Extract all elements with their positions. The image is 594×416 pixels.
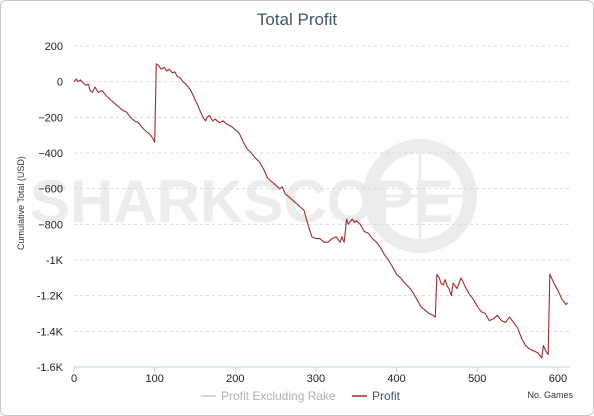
y-tick-label: −800 [38, 219, 63, 231]
y-tick-label: -1.4K [37, 326, 64, 338]
watermark-text: SHARKSCOPE [30, 168, 453, 235]
y-tick-label: 0 [57, 77, 63, 89]
series-line-profit [73, 63, 569, 359]
series-lines [73, 63, 569, 359]
x-tick-label: 400 [387, 373, 405, 385]
x-axis: 0 100 200 300 400 500 600 [71, 366, 570, 385]
legend: Profit Excluding Rake Profit [201, 389, 401, 403]
y-tick-label: −600 [38, 184, 63, 196]
x-tick-label: 500 [468, 373, 486, 385]
legend-label-profit: Profit [372, 389, 401, 403]
watermark: SHARKSCOPE [30, 139, 477, 253]
y-tick-label: -1.6K [37, 362, 64, 374]
x-axis-label: No. Games [527, 390, 573, 400]
y-tick-label: -1.2K [37, 291, 64, 303]
chart-title: Total Profit [257, 10, 338, 29]
legend-label-profit-excluding-rake: Profit Excluding Rake [221, 389, 336, 403]
y-tick-label: −200 [38, 112, 63, 124]
y-axis-label: Cumulative Total (USD) [16, 156, 26, 250]
legend-item-profit-excluding-rake[interactable]: Profit Excluding Rake [201, 389, 336, 403]
crosshair-icon [363, 139, 477, 253]
y-tick-label: −400 [38, 148, 63, 160]
y-tick-label: -1K [46, 255, 64, 267]
y-tick-label: 200 [45, 41, 63, 53]
y-axis: 200 0 −200 −400 −600 −800 -1K -1.2K -1.4K -1.6K [37, 41, 64, 374]
x-tick-label: 200 [226, 373, 244, 385]
legend-item-profit[interactable]: Profit [352, 389, 401, 403]
x-tick-label: 100 [145, 373, 163, 385]
x-tick-label: 600 [549, 373, 567, 385]
x-tick-label: 300 [307, 373, 325, 385]
x-tick-label: 0 [71, 373, 77, 385]
